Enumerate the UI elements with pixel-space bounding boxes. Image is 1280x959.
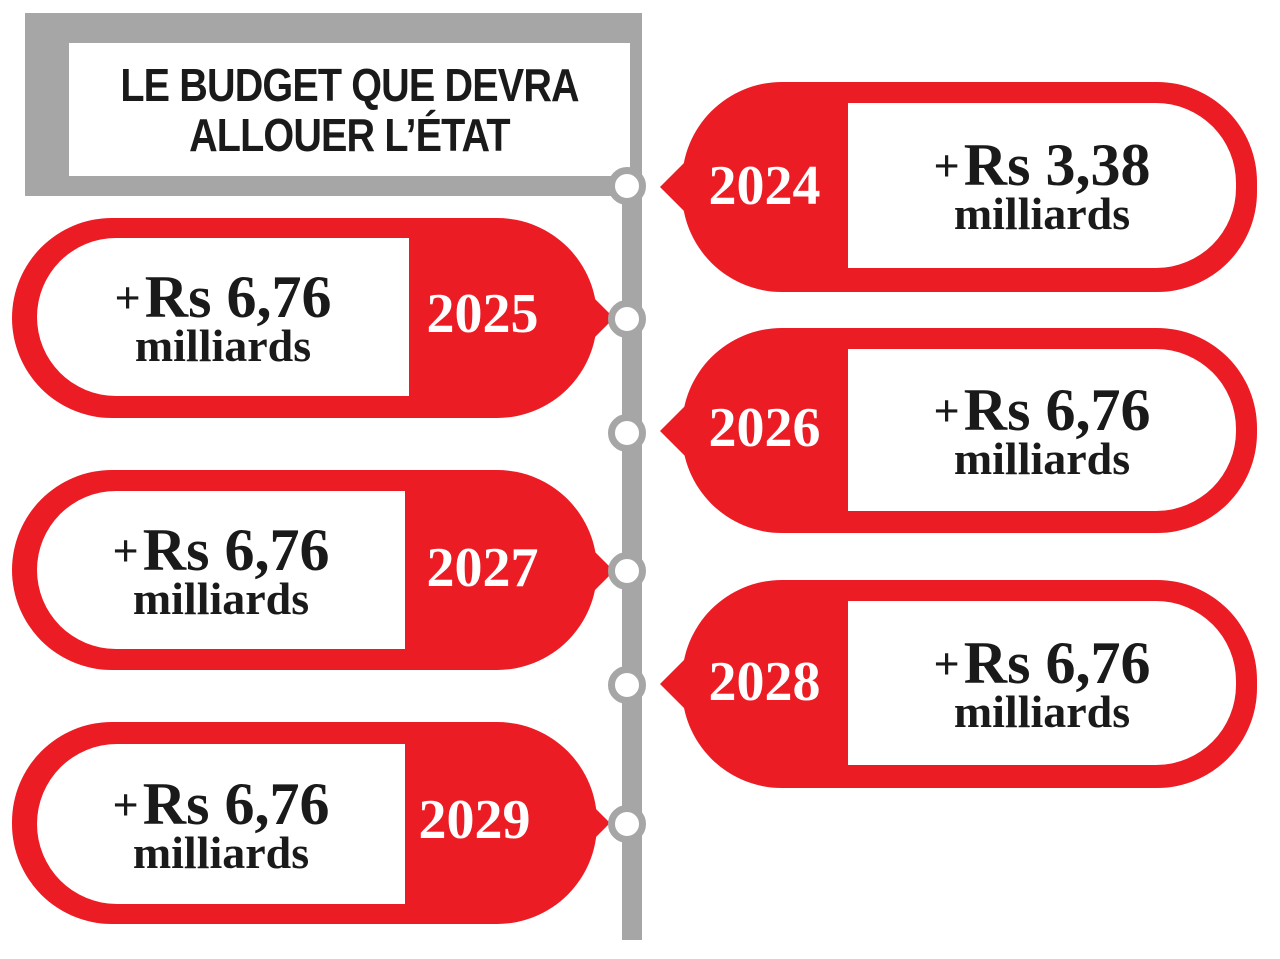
title-inner: LE BUDGET QUE DEVRA ALLOUER L’ÉTAT: [69, 43, 630, 176]
plus-sign: +: [112, 778, 139, 830]
timeline-node-2028: [608, 666, 646, 704]
title-line-1: LE BUDGET QUE DEVRA: [120, 58, 579, 111]
year-label: 2024: [708, 155, 821, 217]
timeline-entry-2024: 2024 +Rs 3,38 milliards: [682, 82, 1257, 292]
amount-unit: milliards: [132, 572, 310, 624]
amount-text: Rs 6,76: [144, 263, 332, 330]
amount-box: +Rs 6,76 milliards: [37, 238, 409, 396]
amount-text: Rs 6,76: [142, 770, 330, 837]
timeline-node-2029: [608, 805, 646, 843]
amount-value: +Rs 6,76: [112, 774, 330, 834]
year-label: 2026: [708, 397, 821, 459]
plus-sign: +: [112, 524, 139, 576]
amount-box: +Rs 6,76 milliards: [37, 491, 405, 649]
amount-unit: milliards: [953, 432, 1131, 484]
plus-sign: +: [114, 271, 141, 323]
amount-value: +Rs 6,76: [933, 380, 1151, 440]
amount-value: +Rs 6,76: [114, 267, 332, 327]
amount-box: +Rs 3,38 milliards: [848, 103, 1236, 268]
timeline-entry-2026: 2026 +Rs 6,76 milliards: [682, 328, 1257, 533]
amount-box: +Rs 6,76 milliards: [848, 601, 1236, 765]
timeline-node-2024: [608, 167, 646, 205]
timeline-entry-2028: 2028 +Rs 6,76 milliards: [682, 580, 1257, 788]
title-line-2: ALLOUER L’ÉTAT: [189, 108, 510, 161]
pointer-arrow: [660, 405, 686, 457]
amount-unit: milliards: [134, 319, 312, 371]
amount-text: Rs 6,76: [963, 629, 1151, 696]
timeline-entry-2029: +Rs 6,76 milliards 2029: [12, 722, 597, 924]
pointer-arrow: [584, 797, 610, 849]
plus-sign: +: [933, 637, 960, 689]
amount-value: +Rs 6,76: [112, 520, 330, 580]
year-label: 2029: [418, 789, 531, 851]
timeline-node-2026: [608, 414, 646, 452]
pointer-arrow: [660, 161, 686, 213]
pointer-arrow: [660, 658, 686, 710]
amount-box: +Rs 6,76 milliards: [37, 744, 405, 904]
amount-text: Rs 6,76: [142, 516, 330, 583]
amount-unit: milliards: [132, 826, 310, 878]
timeline-entry-2025: +Rs 6,76 milliards 2025: [12, 218, 597, 418]
timeline-node-2025: [608, 300, 646, 338]
plus-sign: +: [933, 140, 960, 191]
amount-value: +Rs 6,76: [933, 633, 1151, 693]
amount-text: Rs 3,38: [963, 132, 1151, 198]
year-label: 2028: [708, 651, 821, 713]
year-label: 2025: [426, 283, 539, 345]
amount-unit: milliards: [953, 685, 1131, 737]
amount-text: Rs 6,76: [963, 376, 1151, 443]
plus-sign: +: [933, 384, 960, 436]
amount-unit: milliards: [953, 188, 1131, 239]
amount-box: +Rs 6,76 milliards: [848, 349, 1236, 511]
timeline-line: [622, 13, 642, 940]
title-box: LE BUDGET QUE DEVRA ALLOUER L’ÉTAT: [25, 13, 641, 196]
year-label: 2027: [426, 537, 539, 599]
timeline-entry-2027: +Rs 6,76 milliards 2027: [12, 470, 597, 670]
timeline-node-2027: [608, 552, 646, 590]
amount-value: +Rs 3,38: [933, 135, 1151, 195]
